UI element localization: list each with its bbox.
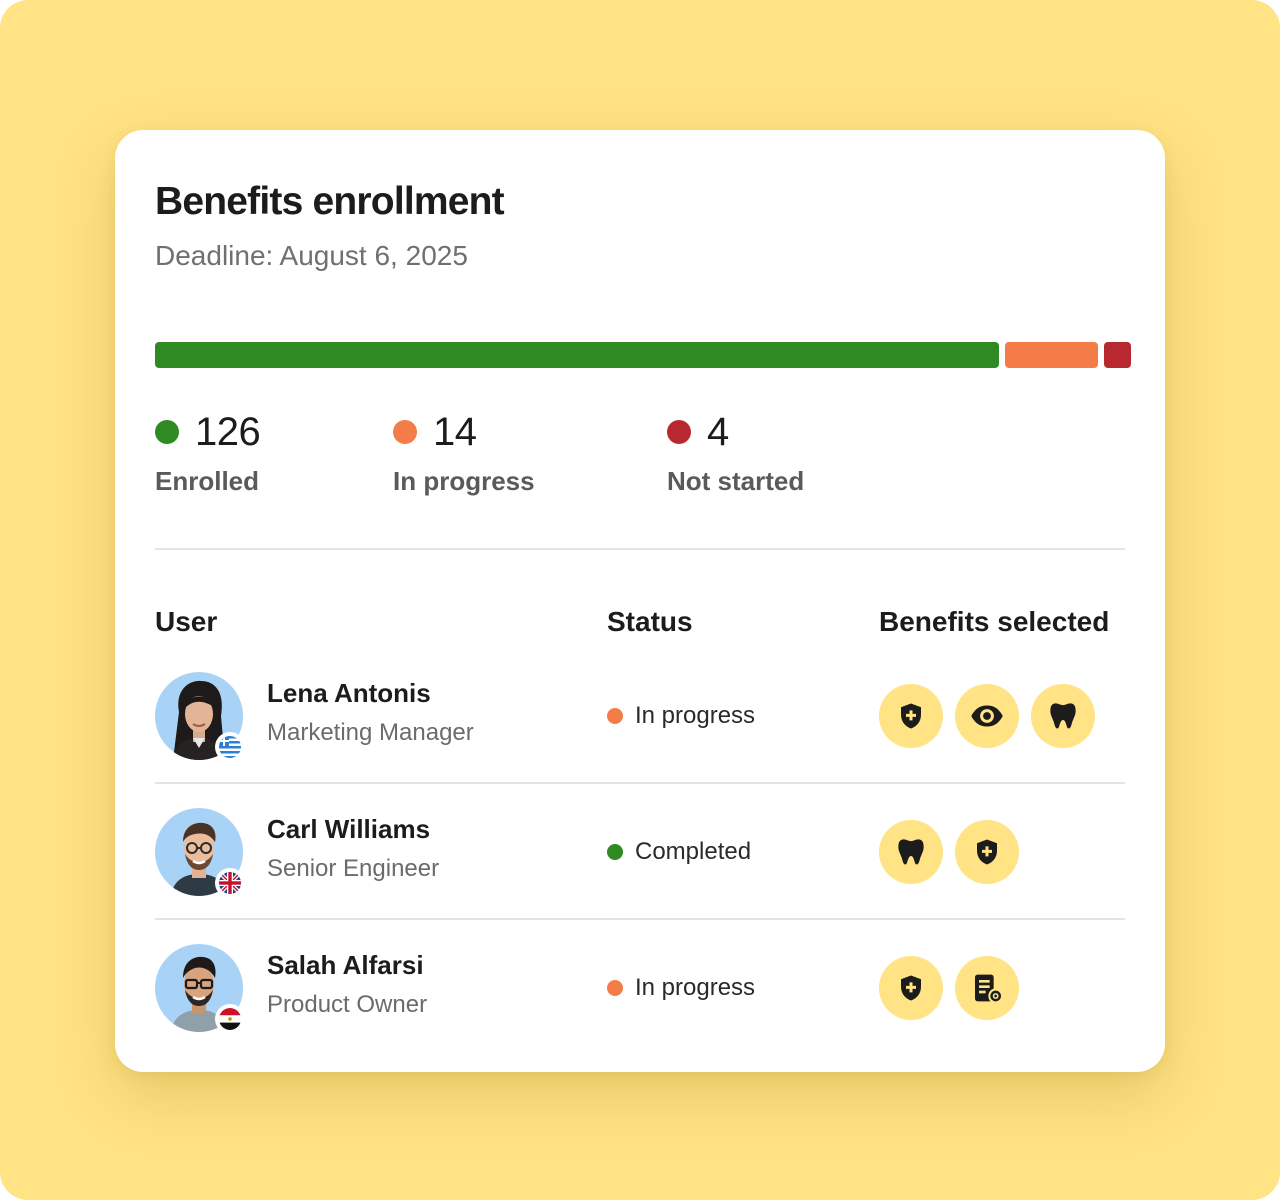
card-title: Benefits enrollment xyxy=(155,180,505,223)
status-badge: Completed xyxy=(607,834,751,870)
status-dot xyxy=(393,420,417,444)
stat-not-started: 4 Not started xyxy=(667,406,804,498)
column-header-status: Status xyxy=(607,606,693,637)
health-shield-icon[interactable] xyxy=(955,820,1019,884)
stat-enrolled: 126 Enrolled xyxy=(155,406,261,498)
column-header-user: User xyxy=(155,606,218,637)
benefits-enrollment-card: Benefits enrollment Deadline: August 6, … xyxy=(115,130,1165,1072)
status-text: In progress xyxy=(635,702,756,729)
stat-value: 126 xyxy=(195,409,261,454)
user-role: Senior Engineer xyxy=(267,855,440,882)
stat-value: 4 xyxy=(707,409,729,454)
status-text: In progress xyxy=(635,974,756,1001)
status-text: Completed xyxy=(635,838,752,865)
avatar xyxy=(155,672,243,760)
deadline-text: Deadline: August 6, 2025 xyxy=(155,240,468,271)
benefits-list xyxy=(879,684,1095,748)
health-shield-icon[interactable] xyxy=(879,684,943,748)
greece-flag-icon xyxy=(215,732,245,762)
status-badge: In progress xyxy=(607,698,755,734)
status-dot xyxy=(155,420,179,444)
section-divider xyxy=(155,548,1125,550)
progress-segment-not-started xyxy=(1104,342,1131,368)
enrollment-progress-bar xyxy=(155,342,1131,368)
uk-flag-icon xyxy=(215,868,245,898)
status-dot xyxy=(607,980,623,996)
health-shield-icon[interactable] xyxy=(879,956,943,1020)
stat-label: Not started xyxy=(667,466,805,496)
status-badge: In progress xyxy=(607,970,755,1006)
benefits-list xyxy=(879,956,1019,1020)
stat-value: 14 xyxy=(433,409,477,454)
row-divider xyxy=(155,782,1125,784)
stat-label: In progress xyxy=(393,466,535,496)
stat-label: Enrolled xyxy=(155,466,260,496)
progress-segment-in-progress xyxy=(1004,342,1099,368)
progress-segment-enrolled xyxy=(155,342,999,368)
dental-tooth-icon[interactable] xyxy=(1031,684,1095,748)
status-dot xyxy=(667,420,691,444)
table-row[interactable]: Lena Antonis Marketing Manager In progre… xyxy=(155,672,1125,762)
document-coverage-icon[interactable] xyxy=(955,956,1019,1020)
egypt-flag-icon xyxy=(215,1004,245,1034)
table-row[interactable]: Salah Alfarsi Product Owner In progress xyxy=(155,944,1125,1034)
user-role: Product Owner xyxy=(267,991,428,1018)
status-dot xyxy=(607,708,623,724)
status-dot xyxy=(607,844,623,860)
stat-in-progress: 14 In progress xyxy=(393,406,535,498)
dental-tooth-icon[interactable] xyxy=(879,820,943,884)
benefits-list xyxy=(879,820,1019,884)
row-divider xyxy=(155,918,1125,920)
table-row[interactable]: Carl Williams Senior Engineer Completed xyxy=(155,808,1125,898)
user-name[interactable]: Carl Williams xyxy=(267,814,431,844)
user-name[interactable]: Salah Alfarsi xyxy=(267,950,424,980)
user-role: Marketing Manager xyxy=(267,719,474,746)
column-header-benefits: Benefits selected xyxy=(879,606,1110,637)
user-name[interactable]: Lena Antonis xyxy=(267,678,431,708)
vision-eye-icon[interactable] xyxy=(955,684,1019,748)
